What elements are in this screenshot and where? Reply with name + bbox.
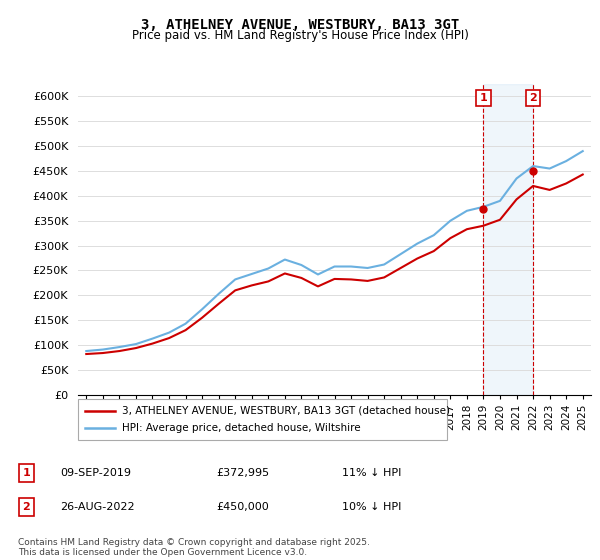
- Text: 10% ↓ HPI: 10% ↓ HPI: [342, 502, 401, 512]
- FancyBboxPatch shape: [78, 399, 447, 440]
- Text: Contains HM Land Registry data © Crown copyright and database right 2025.
This d: Contains HM Land Registry data © Crown c…: [18, 538, 370, 557]
- Text: 1: 1: [23, 468, 30, 478]
- Text: 3, ATHELNEY AVENUE, WESTBURY, BA13 3GT: 3, ATHELNEY AVENUE, WESTBURY, BA13 3GT: [141, 18, 459, 32]
- Text: 1: 1: [479, 93, 487, 103]
- Text: £372,995: £372,995: [216, 468, 269, 478]
- Text: HPI: Average price, detached house, Wiltshire: HPI: Average price, detached house, Wilt…: [122, 423, 361, 433]
- FancyBboxPatch shape: [19, 464, 34, 482]
- FancyBboxPatch shape: [19, 498, 34, 516]
- Text: 11% ↓ HPI: 11% ↓ HPI: [342, 468, 401, 478]
- Text: £450,000: £450,000: [216, 502, 269, 512]
- Text: Price paid vs. HM Land Registry's House Price Index (HPI): Price paid vs. HM Land Registry's House …: [131, 29, 469, 42]
- Text: 3, ATHELNEY AVENUE, WESTBURY, BA13 3GT (detached house): 3, ATHELNEY AVENUE, WESTBURY, BA13 3GT (…: [122, 405, 450, 416]
- Text: 2: 2: [23, 502, 30, 512]
- Text: 2: 2: [529, 93, 537, 103]
- Bar: [484, 84, 533, 395]
- Text: 09-SEP-2019: 09-SEP-2019: [60, 468, 131, 478]
- Text: 26-AUG-2022: 26-AUG-2022: [60, 502, 134, 512]
